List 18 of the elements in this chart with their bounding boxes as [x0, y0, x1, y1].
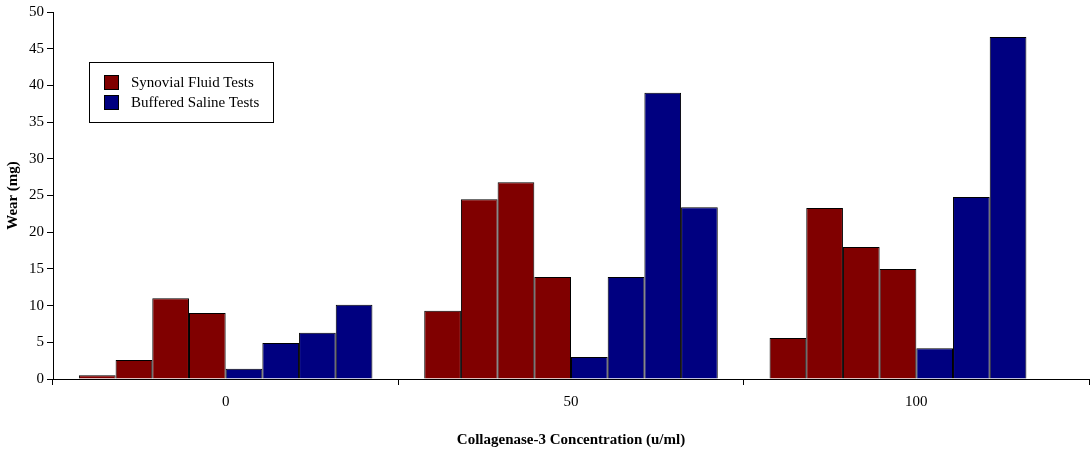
- y-axis-title: Wear (mg): [3, 161, 21, 230]
- y-tick-label: 40: [29, 76, 44, 93]
- y-tick-label: 25: [29, 186, 44, 203]
- y-tick-label: 50: [29, 2, 44, 19]
- y-tick-label: 0: [36, 369, 44, 386]
- x-tick-label: 100: [905, 392, 928, 409]
- legend-label: Synovial Fluid Tests: [131, 74, 254, 91]
- y-tick-label: 5: [36, 333, 44, 350]
- y-tick-label: 10: [29, 296, 44, 313]
- x-tick-label: 50: [563, 392, 579, 409]
- y-tick-label: 30: [29, 149, 44, 166]
- y-tick-label: 35: [29, 113, 44, 130]
- x-tick-label: 0: [221, 392, 230, 409]
- x-axis-title: Collagenase-3 Concentration (u/ml): [456, 430, 686, 448]
- y-tick-label: 20: [29, 223, 44, 240]
- y-tick-label: 45: [29, 39, 44, 56]
- y-tick-label: 15: [29, 259, 44, 276]
- legend-label: Buffered Saline Tests: [131, 94, 260, 111]
